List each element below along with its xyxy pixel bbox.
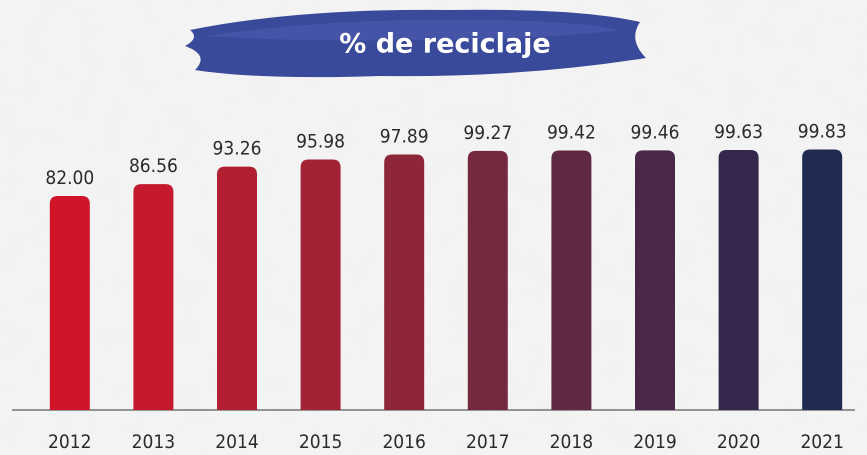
value-label: 99.46	[631, 121, 680, 143]
bar	[802, 149, 843, 410]
value-label: 93.26	[213, 138, 262, 160]
value-label: 82.00	[45, 167, 94, 189]
x-tick-label: 2020	[717, 431, 761, 453]
value-label: 97.89	[380, 126, 429, 148]
x-tick-label: 2021	[800, 431, 844, 453]
value-label: 95.98	[296, 130, 345, 152]
x-tick-label: 2019	[633, 431, 677, 453]
x-tick-label: 2016	[382, 431, 426, 453]
bar	[551, 150, 592, 410]
bar	[718, 149, 759, 410]
title-brush-highlight	[205, 19, 620, 41]
bar	[300, 159, 341, 410]
bar	[384, 154, 425, 410]
value-label: 99.42	[547, 122, 596, 144]
x-tick-label: 2017	[466, 431, 510, 453]
x-tick-label: 2015	[299, 431, 343, 453]
chart-title: % de reciclaje	[339, 29, 550, 60]
value-label: 99.83	[798, 120, 847, 142]
x-tick-label: 2013	[132, 431, 176, 453]
value-label: 99.63	[714, 121, 763, 143]
bar	[217, 166, 257, 410]
x-tick-label: 2012	[48, 431, 92, 453]
value-label: 86.56	[129, 155, 178, 177]
x-tick-label: 2014	[215, 431, 259, 453]
bar	[635, 150, 675, 410]
x-tick-label: 2018	[550, 431, 594, 453]
bar	[467, 150, 508, 410]
bar	[49, 195, 90, 410]
value-label: 99.27	[463, 122, 512, 144]
bar	[133, 184, 174, 410]
